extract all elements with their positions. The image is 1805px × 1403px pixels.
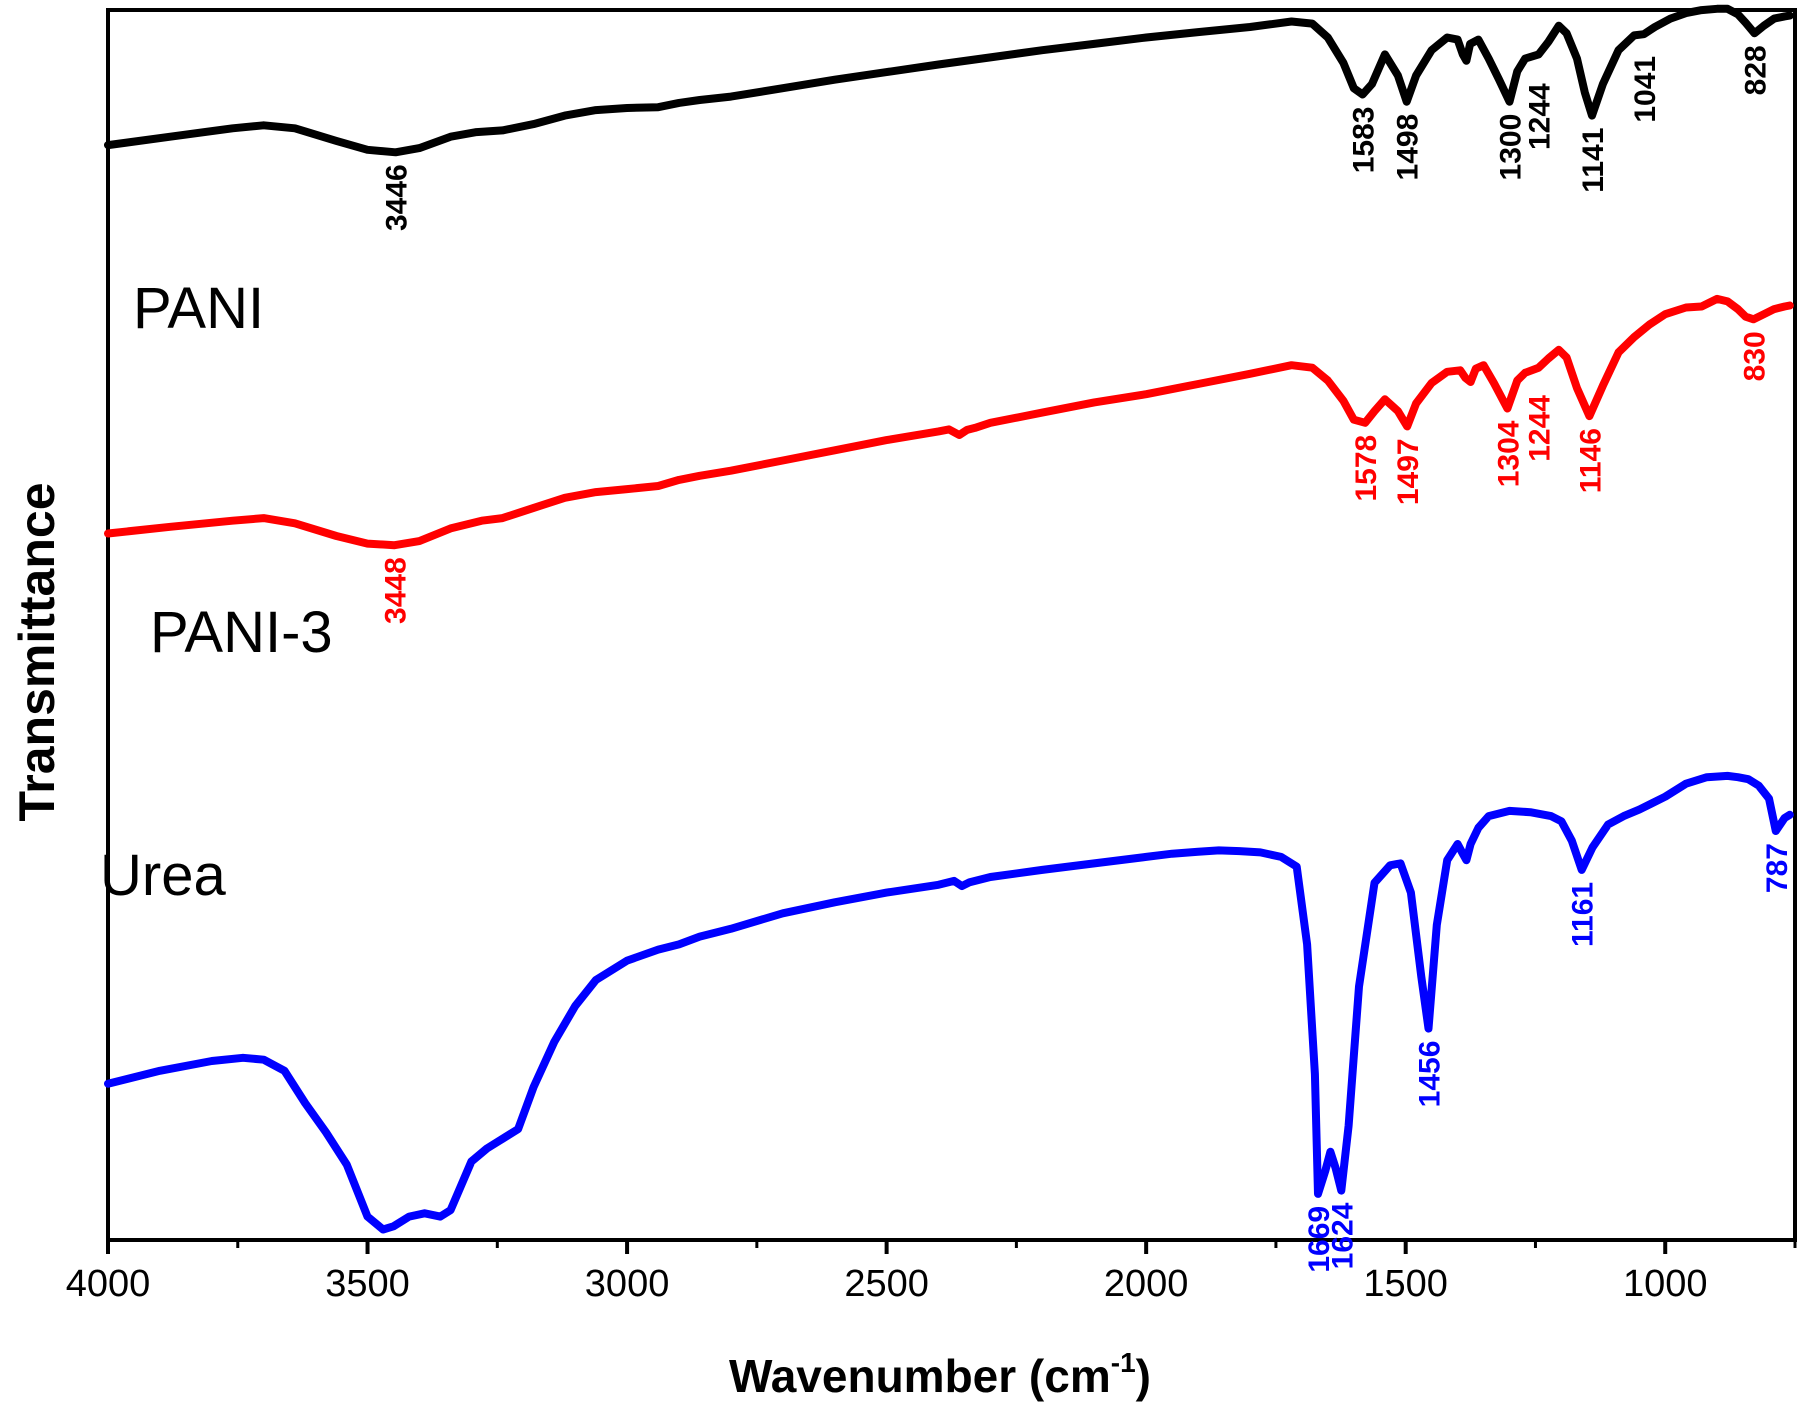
axis-layer: Wavenumber (cm-1) Transmittance 4000 3500… <box>9 482 1797 1402</box>
peak-label-1304: 1304 <box>1492 420 1525 487</box>
peak-label-828: 828 <box>1740 45 1773 95</box>
peak-label-1041: 1041 <box>1629 56 1662 123</box>
peak-label-1161: 1161 <box>1567 882 1600 947</box>
x-tick-label-3000: 3000 <box>585 1263 670 1305</box>
series-label-pani-3: PANI-3 <box>150 600 333 665</box>
peak-label-1456: 1456 <box>1414 1041 1447 1108</box>
peak-label-3446: 3446 <box>381 164 414 231</box>
series-line-pani-3 <box>104 294 1794 550</box>
peak-label-1300: 1300 <box>1495 114 1528 181</box>
peak-label-1624: 1624 <box>1326 1202 1359 1269</box>
x-tick-label-4000: 4000 <box>66 1263 151 1305</box>
y-axis-title: Transmittance <box>9 482 65 821</box>
peak-label-1578: 1578 <box>1350 435 1383 502</box>
peak-label-787: 787 <box>1761 843 1794 893</box>
series-line-urea <box>104 771 1794 1234</box>
x-axis-title-close: ) <box>1136 1350 1151 1402</box>
x-tick-label-2000: 2000 <box>1104 1263 1189 1305</box>
x-tick-label-1000: 1000 <box>1623 1263 1708 1305</box>
plot-frame <box>106 8 1797 1242</box>
peak-label-1244: 1244 <box>1524 395 1557 462</box>
peak-label-1497: 1497 <box>1392 438 1425 505</box>
peak-label-3448: 3448 <box>380 557 413 624</box>
x-tick-label-2500: 2500 <box>844 1263 929 1305</box>
peak-label-1141: 1141 <box>1577 128 1610 193</box>
x-tick-label-1500: 1500 <box>1363 1263 1448 1305</box>
peak-label-1146: 1146 <box>1574 428 1607 493</box>
series-label-pani: PANI <box>133 276 264 341</box>
peak-label-1669: 1669 <box>1303 1206 1336 1273</box>
x-tick-label-3500: 3500 <box>325 1263 410 1305</box>
x-axis-title-main: Wavenumber (cm <box>729 1350 1111 1402</box>
peak-label-1583: 1583 <box>1348 107 1381 174</box>
peak-label-1244: 1244 <box>1524 83 1557 150</box>
plot-area <box>106 8 1797 1242</box>
peak-label-1498: 1498 <box>1392 114 1425 181</box>
x-axis-title-sup: -1 <box>1111 1347 1136 1378</box>
series-line-pani <box>104 4 1794 157</box>
peak-label-830: 830 <box>1739 331 1772 381</box>
x-axis-title: Wavenumber (cm-1) <box>729 1347 1151 1402</box>
series-layer: PANI PANI-3 Urea <box>100 4 1794 1234</box>
series-label-urea: Urea <box>100 843 226 908</box>
